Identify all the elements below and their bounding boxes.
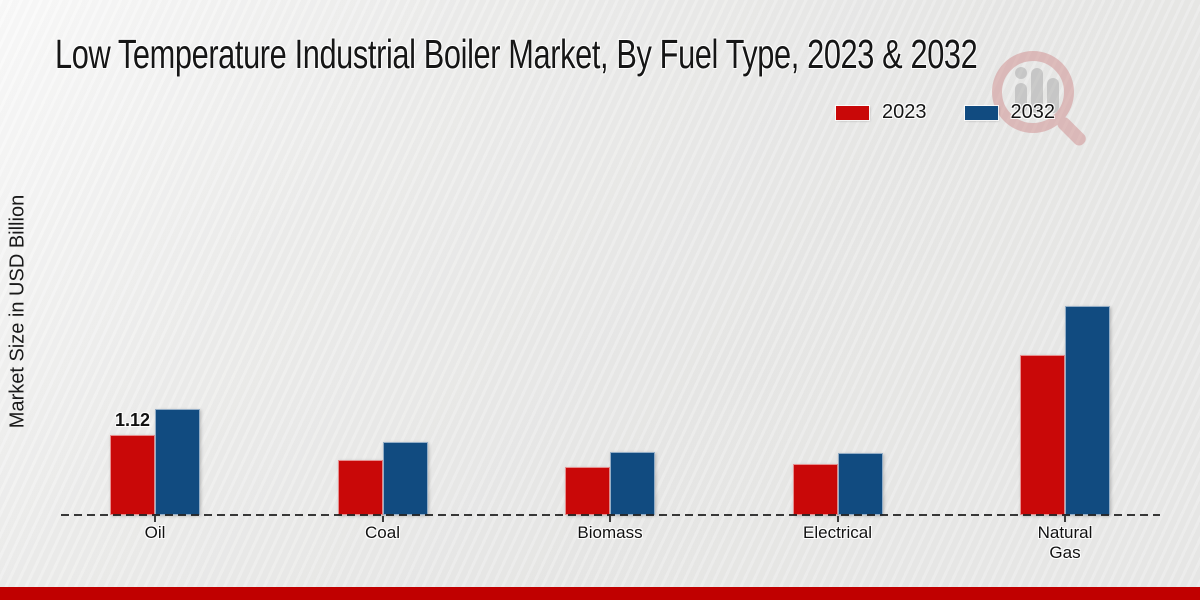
x-axis-tick (1064, 516, 1066, 522)
y-axis-label: Market Size in USD Billion (6, 194, 29, 429)
bar-electrical-2023 (792, 464, 838, 515)
x-axis-tick (154, 516, 156, 522)
bar-natural-gas-2023 (1020, 354, 1065, 515)
legend-label-2032: 2032 (1010, 101, 1056, 123)
legend: 2023 2032 (836, 101, 1055, 124)
bar-coal-2023 (337, 459, 383, 515)
legend-item-2023: 2023 (836, 101, 927, 124)
legend-swatch-2023 (836, 105, 869, 120)
x-axis-tick (836, 516, 839, 522)
x-tick-label-coal: Coal (365, 523, 400, 542)
x-tick-label-electrical: Electrical (803, 523, 872, 542)
bar-oil-2023 (110, 434, 155, 515)
legend-label-2023: 2023 (882, 101, 927, 123)
bar-coal-2032 (382, 442, 428, 515)
bar-natural-gas-2032 (1065, 305, 1110, 515)
legend-swatch-2032 (964, 105, 998, 120)
x-tick-label-biomass: Biomass (577, 523, 643, 542)
bar-electrical-2032 (837, 452, 883, 515)
bar-biomass-2023 (565, 467, 610, 515)
bar-biomass-2032 (610, 452, 655, 515)
bar-value-label: 1.12 (114, 409, 151, 430)
legend-item-2032: 2032 (964, 101, 1056, 124)
bar-oil-2032 (155, 409, 200, 515)
x-tick-label-oil: Oil (144, 523, 166, 542)
x-axis-tick (609, 516, 611, 522)
chart-title: Low Temperature Industrial Boiler Market… (55, 31, 978, 77)
footer-accent-bar (0, 587, 1200, 600)
x-axis-dashed-baseline (61, 514, 1160, 516)
x-axis-tick (381, 516, 384, 522)
magnifier-bar-chart-watermark-icon (992, 51, 1086, 146)
x-tick-label-natural-gas: Natural Gas (1037, 523, 1093, 563)
